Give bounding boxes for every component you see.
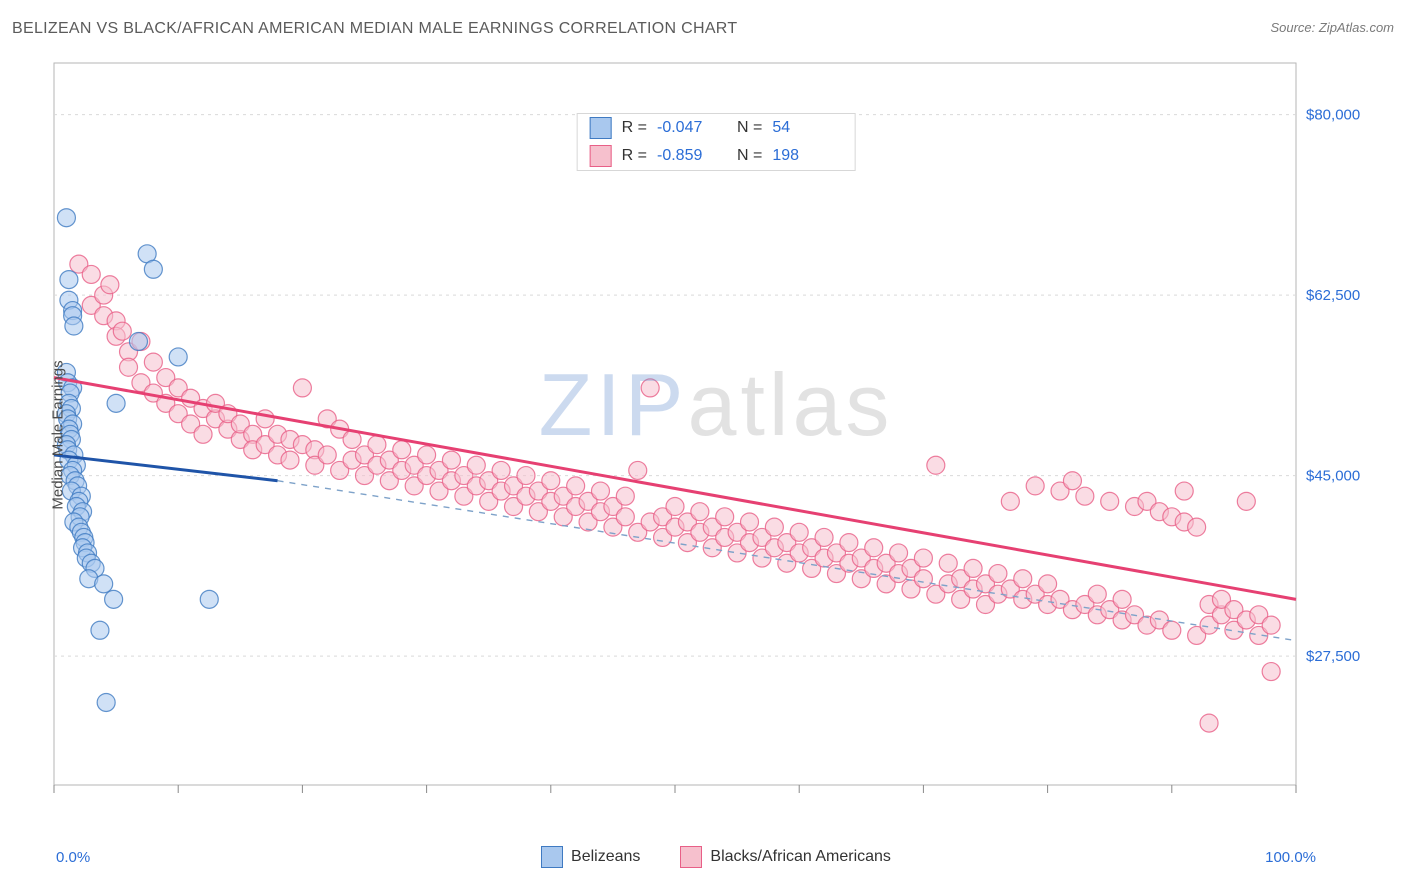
stat-n-black-aa: 198: [772, 147, 842, 165]
y-axis-label: Median Male Earnings: [50, 360, 67, 509]
plot-area: Median Male Earnings $27,500 $45,000 $62,5…: [46, 55, 1386, 815]
bottom-legend: 0.0% Belizeans Blacks/African Americans …: [46, 846, 1386, 868]
legend-item-belizeans: Belizeans: [541, 846, 640, 868]
swatch-belizeans-icon: [541, 846, 563, 868]
x-axis-end-label: 100.0%: [1265, 849, 1316, 866]
stat-r-belizeans: -0.047: [657, 119, 727, 137]
stat-r-black-aa: -0.859: [657, 147, 727, 165]
svg-text:$80,000: $80,000: [1306, 107, 1360, 124]
swatch-belizeans-icon: [590, 117, 612, 139]
svg-text:$62,500: $62,500: [1306, 287, 1360, 304]
stat-r-label: R =: [622, 119, 647, 137]
chart-title: BELIZEAN VS BLACK/AFRICAN AMERICAN MEDIA…: [12, 20, 737, 37]
stat-n-label: N =: [737, 147, 762, 165]
legend-label-black-aa: Blacks/African Americans: [710, 848, 891, 866]
swatch-black-aa-icon: [590, 145, 612, 167]
svg-text:$27,500: $27,500: [1306, 648, 1360, 665]
stat-n-belizeans: 54: [772, 119, 842, 137]
legend-label-belizeans: Belizeans: [571, 848, 640, 866]
stat-r-label: R =: [622, 147, 647, 165]
source-label: Source: ZipAtlas.com: [1270, 20, 1394, 35]
svg-text:$45,000: $45,000: [1306, 468, 1360, 485]
stat-n-label: N =: [737, 119, 762, 137]
x-axis-start-label: 0.0%: [56, 849, 90, 866]
stats-legend: R = -0.047 N = 54 R = -0.859 N = 198: [577, 113, 856, 171]
legend-item-black-aa: Blacks/African Americans: [680, 846, 891, 868]
swatch-black-aa-icon: [680, 846, 702, 868]
